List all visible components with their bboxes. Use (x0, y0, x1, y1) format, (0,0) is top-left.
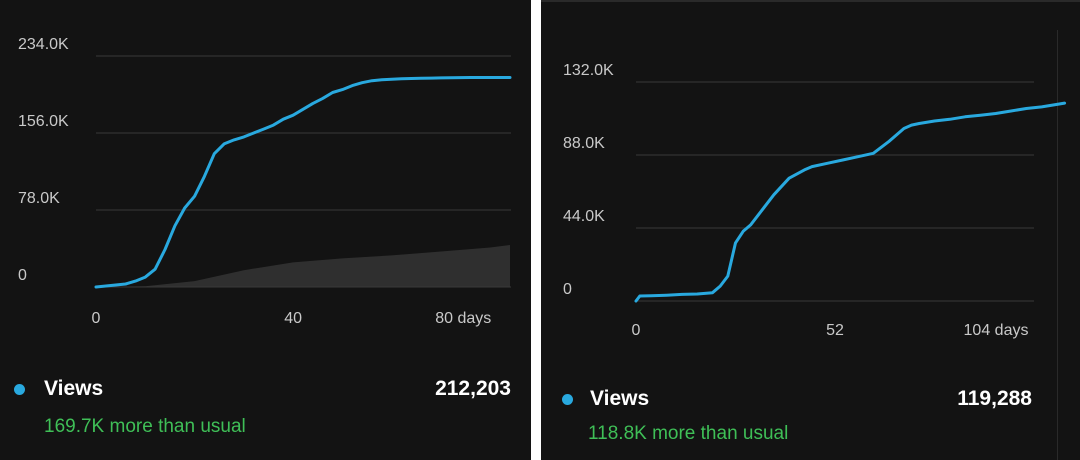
views-chart-right: 0 44.0K 88.0K 132.0K 0 52 104 days (563, 62, 1067, 339)
y-tick-label: 78.0K (18, 190, 60, 207)
y-tick-label: 88.0K (563, 135, 605, 152)
y-tick-label: 0 (18, 267, 27, 284)
views-series-line (634, 101, 1067, 303)
y-tick-label: 234.0K (18, 36, 69, 53)
views-legend-label: Views (44, 377, 104, 400)
usual-range-area (96, 245, 510, 287)
x-tick-label: 80 days (435, 310, 491, 327)
panel-top-divider (541, 0, 1080, 2)
views-legend-label: Views (590, 387, 650, 410)
more-than-usual-text: 169.7K more than usual (44, 416, 246, 437)
x-tick-label: 52 (826, 322, 844, 339)
x-tick-label: 0 (632, 322, 641, 339)
panel-right-divider (1057, 30, 1058, 460)
views-total-value: 212,203 (435, 377, 511, 400)
views-legend-dot (562, 394, 573, 405)
chart-panel-left: 0 78.0K 156.0K 234.0K 0 40 80 days Views 212,2… (0, 0, 531, 460)
views-chart-left: 0 78.0K 156.0K 234.0K 0 40 80 days (18, 36, 512, 327)
y-tick-label: 156.0K (18, 113, 69, 130)
x-tick-label: 40 (284, 310, 302, 327)
views-legend-dot (14, 384, 25, 395)
views-total-value: 119,288 (957, 387, 1032, 410)
y-tick-label: 132.0K (563, 62, 614, 79)
y-tick-label: 0 (563, 281, 572, 298)
more-than-usual-text: 118.8K more than usual (588, 423, 789, 444)
views-series-line (94, 76, 512, 289)
chart-panel-right: 0 44.0K 88.0K 132.0K 0 52 104 days Views 119,2… (541, 0, 1080, 460)
x-tick-label: 0 (92, 310, 101, 327)
x-tick-label: 104 days (964, 322, 1029, 339)
y-tick-label: 44.0K (563, 208, 605, 225)
